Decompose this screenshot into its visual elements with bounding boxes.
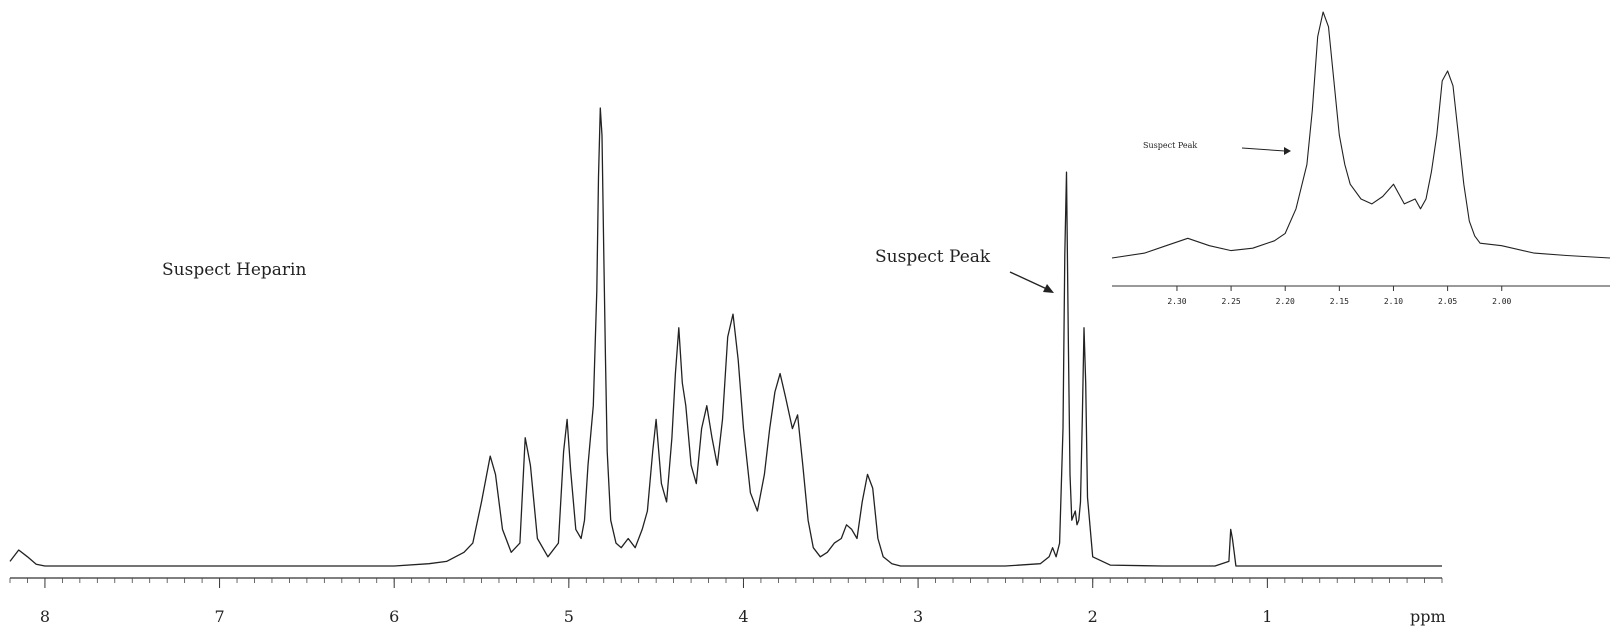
inset-tick-group: 2.30 2.25 2.20 2.15 2.10 2.05 2.00 (1167, 286, 1512, 306)
main-tick-label-5: 5 (564, 607, 574, 626)
main-tick-label-1: 1 (1262, 607, 1272, 626)
main-tick-label-6: 6 (389, 607, 399, 626)
inset-tick-label-2.30: 2.30 (1167, 297, 1186, 306)
main-tick-label-8: 8 (40, 607, 50, 626)
inset-tick-label-2.05: 2.05 (1438, 297, 1457, 306)
main-spectrum-plot: 8 7 6 5 4 3 2 1 Suspect Heparin Suspect Peak pp… (9, 107, 1446, 626)
suspect-heparin-label: Suspect Heparin (162, 260, 306, 280)
x-axis-unit-label: ppm (1410, 607, 1446, 626)
suspect-peak-arrow (1009, 271, 1054, 293)
inset-spectrum-plot: 2.30 2.25 2.20 2.15 2.10 2.05 2.00 Suspect Pea… (1111, 11, 1611, 306)
suspect-peak-label: Suspect Peak (875, 247, 991, 267)
inset-spectrum-trace (1111, 11, 1611, 259)
main-tick-label-4: 4 (738, 607, 748, 626)
inset-suspect-peak-label: Suspect Peak (1143, 141, 1197, 150)
main-spectrum-trace (9, 107, 1442, 567)
inset-tick-label-2.20: 2.20 (1276, 297, 1295, 306)
main-tick-label-7: 7 (214, 607, 224, 626)
inset-tick-label-2.15: 2.15 (1330, 297, 1349, 306)
main-tick-label-3: 3 (913, 607, 923, 626)
main-tick-group: 8 7 6 5 4 3 2 1 (9, 578, 1443, 626)
inset-suspect-peak-arrow (1241, 147, 1291, 155)
inset-tick-label-2.00: 2.00 (1492, 297, 1511, 306)
inset-tick-label-2.10: 2.10 (1384, 297, 1403, 306)
inset-tick-label-2.25: 2.25 (1221, 297, 1240, 306)
main-tick-label-2: 2 (1088, 607, 1098, 626)
